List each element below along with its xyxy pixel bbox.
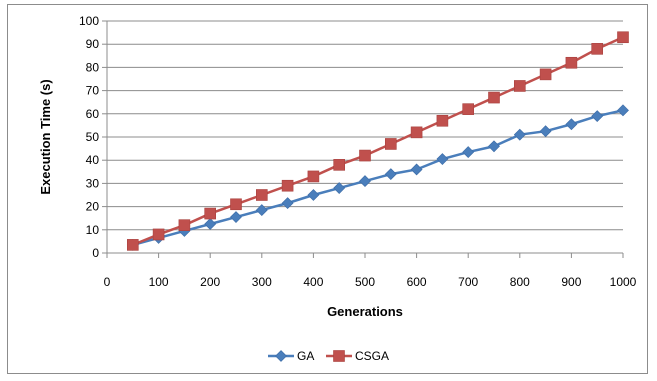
y-tick-label: 0 [92, 246, 99, 260]
y-tick-label: 80 [86, 60, 100, 74]
y-tick-label: 40 [86, 153, 100, 167]
chart-frame [7, 4, 648, 374]
x-tick-labels: 0 100 200 300 400 500 600 700 800 900 1000 [104, 275, 637, 289]
data-point-ga [307, 189, 320, 201]
data-point-csga [178, 219, 191, 231]
data-point-ga [333, 182, 346, 194]
data-point-ga [488, 140, 500, 153]
legend: GA CSGA [268, 349, 389, 363]
legend-marker-ga [275, 350, 287, 362]
x-tick-label: 400 [303, 275, 323, 289]
y-tick-label: 70 [86, 84, 100, 98]
data-point-csga [436, 114, 449, 127]
data-point-ga [591, 110, 604, 123]
series-group [126, 31, 629, 251]
data-point-csga [488, 91, 500, 104]
data-point-ga [410, 163, 423, 176]
data-point-ga [565, 118, 578, 131]
series-ga [126, 104, 629, 251]
data-point-csga [127, 239, 139, 251]
data-point-csga [152, 228, 165, 241]
data-point-csga [255, 189, 268, 201]
data-point-csga [617, 31, 629, 44]
y-tick-label: 10 [86, 223, 100, 237]
data-point-csga [591, 43, 604, 55]
data-point-ga [462, 146, 475, 159]
data-point-ga [204, 218, 217, 230]
data-point-ga [513, 128, 526, 141]
axes [102, 20, 624, 258]
legend-label-ga: GA [297, 349, 314, 363]
y-tick-label: 20 [86, 200, 100, 214]
data-point-csga [204, 207, 216, 220]
data-point-ga [436, 153, 449, 165]
legend-label-csga: CSGA [355, 349, 389, 363]
data-point-ga [281, 197, 294, 210]
data-point-csga [359, 149, 371, 162]
x-tick-label: 600 [407, 275, 427, 289]
y-tick-label: 100 [79, 14, 99, 28]
data-point-csga [307, 170, 320, 183]
data-point-ga [539, 125, 552, 138]
x-tick-label: 100 [149, 275, 169, 289]
data-point-csga [230, 198, 242, 211]
x-tick-label: 200 [200, 275, 220, 289]
x-tick-label: 500 [355, 275, 375, 289]
data-point-ga [255, 204, 268, 217]
data-point-csga [539, 68, 552, 81]
data-point-csga [281, 179, 294, 192]
data-point-csga [410, 126, 423, 139]
y-tick-label: 30 [86, 176, 100, 190]
data-point-ga [617, 104, 629, 117]
y-tick-label: 60 [86, 107, 100, 121]
legend-marker-csga [333, 350, 345, 362]
data-point-csga [565, 56, 578, 69]
y-tick-label: 90 [86, 37, 100, 51]
x-axis-title: Generations [327, 304, 403, 319]
data-point-csga [384, 138, 397, 150]
x-tick-label: 1000 [610, 275, 637, 289]
data-point-ga [230, 211, 242, 223]
y-axis-title: Execution Time (s) [38, 79, 53, 194]
data-point-csga [513, 80, 526, 92]
x-tick-label: 700 [458, 275, 478, 289]
data-point-ga [384, 168, 397, 181]
data-point-csga [462, 103, 475, 115]
data-point-csga [333, 159, 346, 171]
y-tick-labels: 0 10 20 30 40 50 60 70 80 90 100 [79, 14, 99, 260]
y-tick-label: 50 [86, 130, 100, 144]
x-tick-label: 900 [561, 275, 581, 289]
x-tick-label: 800 [510, 275, 530, 289]
series-csga [127, 31, 629, 251]
data-point-ga [359, 175, 371, 188]
x-tick-label: 300 [252, 275, 272, 289]
x-tick-label: 0 [104, 275, 111, 289]
